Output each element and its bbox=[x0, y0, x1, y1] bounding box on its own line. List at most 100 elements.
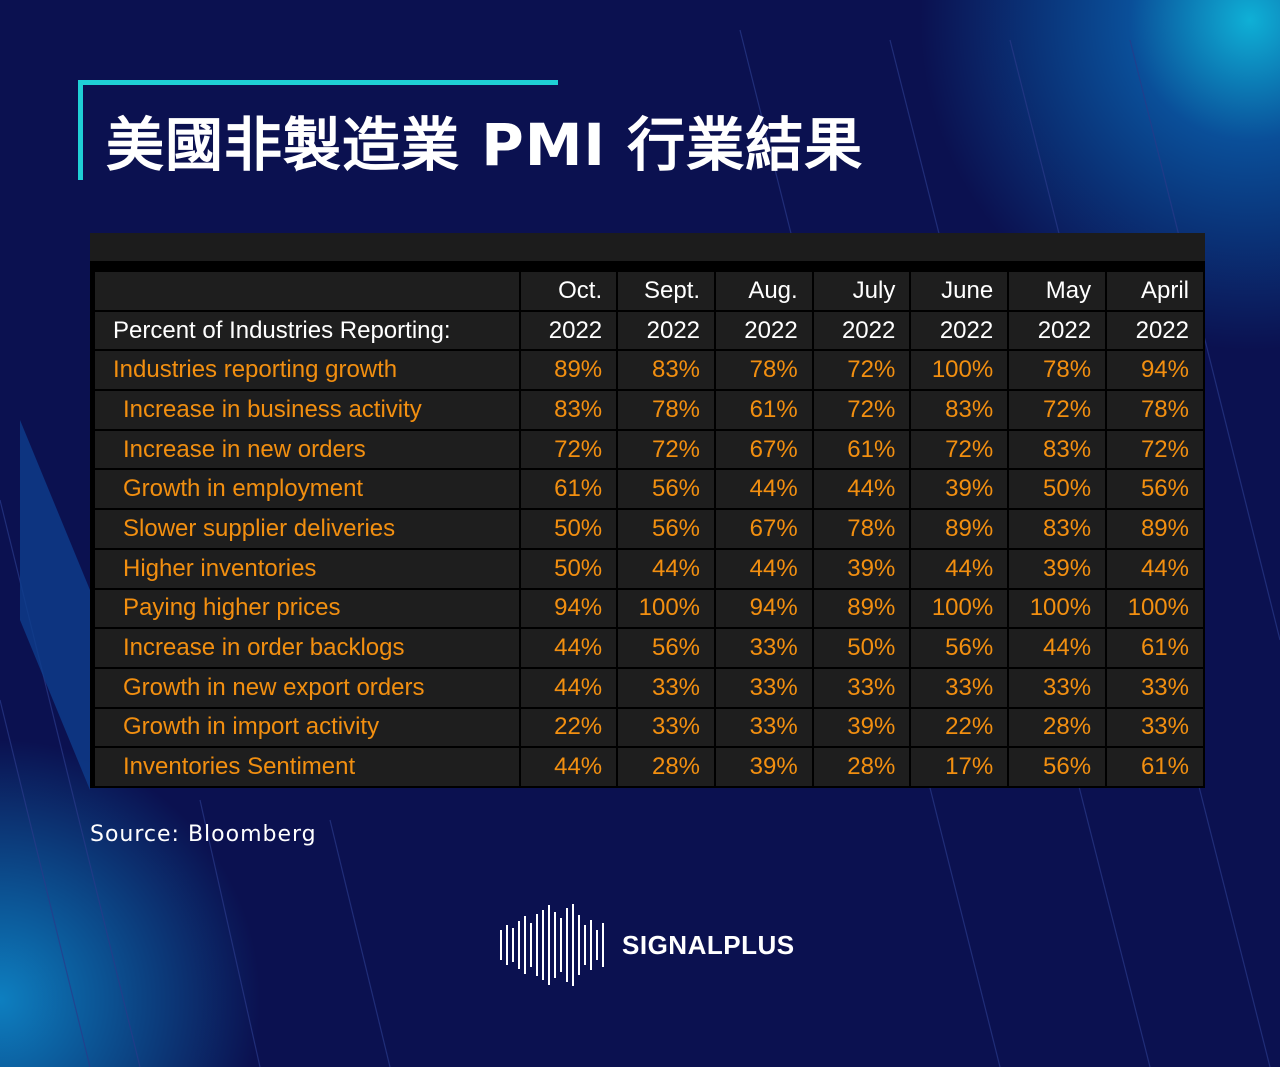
table-row: Increase in order backlogs 44% 56% 33% 50% 56… bbox=[95, 629, 1203, 667]
logo-bar bbox=[506, 925, 508, 965]
cell-value: 94% bbox=[1107, 351, 1203, 390]
row-label: Increase in new orders bbox=[95, 430, 519, 469]
cell-value: 44% bbox=[716, 470, 812, 509]
logo-bar bbox=[500, 930, 502, 960]
cell-value: 50% bbox=[520, 510, 617, 548]
logo-bar bbox=[536, 914, 538, 976]
cell-value: 83% bbox=[520, 391, 617, 429]
cell-value: 83% bbox=[911, 391, 1008, 429]
logo-bar bbox=[572, 904, 574, 986]
cell-value: 56% bbox=[1009, 748, 1106, 786]
cell-value: 100% bbox=[1107, 589, 1203, 628]
cell-value: 72% bbox=[813, 351, 910, 390]
cell-value: 56% bbox=[618, 510, 715, 548]
cell-value: 44% bbox=[1009, 629, 1106, 667]
cell-value: 22% bbox=[520, 708, 617, 747]
cell-value: 78% bbox=[813, 510, 910, 548]
cell-value: 22% bbox=[911, 708, 1008, 747]
column-header-year: 2022 bbox=[911, 311, 1008, 350]
row-label: Slower supplier deliveries bbox=[95, 510, 519, 548]
cell-value: 33% bbox=[813, 668, 910, 707]
table-row: Increase in new orders 72% 72% 67% 61% 72% 83%… bbox=[95, 430, 1203, 469]
cell-value: 28% bbox=[1009, 708, 1106, 747]
logo-bar bbox=[518, 921, 520, 969]
column-header-month: Sept. bbox=[618, 272, 715, 310]
cell-value: 56% bbox=[618, 629, 715, 667]
cell-value: 28% bbox=[618, 748, 715, 786]
column-header-month: May bbox=[1009, 272, 1106, 310]
cell-value: 100% bbox=[911, 351, 1008, 390]
column-header-month: Aug. bbox=[716, 272, 812, 310]
row-label: Paying higher prices bbox=[95, 589, 519, 628]
cell-value: 50% bbox=[813, 629, 910, 667]
cell-value: 44% bbox=[520, 668, 617, 707]
cell-value: 44% bbox=[520, 629, 617, 667]
table-row: Increase in business activity 83% 78% 61% 72… bbox=[95, 391, 1203, 429]
table-row: Higher inventories 50% 44% 44% 39% 44% 39% 44% bbox=[95, 549, 1203, 588]
row-label: Increase in business activity bbox=[95, 391, 519, 429]
cell-value: 33% bbox=[911, 668, 1008, 707]
cell-value: 44% bbox=[520, 748, 617, 786]
cell-value: 56% bbox=[618, 470, 715, 509]
column-header-year: 2022 bbox=[813, 311, 910, 350]
cell-value: 39% bbox=[813, 708, 910, 747]
cell-value: 61% bbox=[813, 430, 910, 469]
cell-value: 44% bbox=[911, 549, 1008, 588]
header-row-months: Oct. Sept. Aug. July June May April bbox=[95, 272, 1203, 310]
table-row: Industries reporting growth 89% 83% 78% 72% 1… bbox=[95, 351, 1203, 390]
column-header-month: April bbox=[1107, 272, 1203, 310]
row-label: Growth in import activity bbox=[95, 708, 519, 747]
logo-bar bbox=[578, 915, 580, 975]
cell-value: 39% bbox=[813, 549, 910, 588]
row-label: Industries reporting growth bbox=[95, 351, 519, 390]
cell-value: 33% bbox=[716, 629, 812, 667]
logo-bar bbox=[560, 918, 562, 972]
cell-value: 78% bbox=[1107, 391, 1203, 429]
cell-value: 100% bbox=[1009, 589, 1106, 628]
cell-value: 61% bbox=[1107, 629, 1203, 667]
pmi-table-panel: Oct. Sept. Aug. July June May April Percent of… bbox=[90, 233, 1205, 788]
cell-value: 39% bbox=[911, 470, 1008, 509]
cell-value: 33% bbox=[716, 708, 812, 747]
table-row: Slower supplier deliveries 50% 56% 67% 78% 89… bbox=[95, 510, 1203, 548]
logo-bar bbox=[512, 928, 514, 962]
logo-bar bbox=[530, 923, 532, 967]
row-label: Growth in new export orders bbox=[95, 668, 519, 707]
cell-value: 83% bbox=[618, 351, 715, 390]
cell-value: 33% bbox=[618, 668, 715, 707]
pmi-table: Oct. Sept. Aug. July June May April Percent of… bbox=[93, 270, 1205, 788]
cell-value: 44% bbox=[716, 549, 812, 588]
cell-value: 33% bbox=[716, 668, 812, 707]
signalplus-logo-icon bbox=[500, 904, 604, 986]
column-header-year: 2022 bbox=[520, 311, 617, 350]
cell-value: 67% bbox=[716, 430, 812, 469]
title-accent-bar bbox=[78, 80, 558, 85]
cell-value: 89% bbox=[520, 351, 617, 390]
table-row: Paying higher prices 94% 100% 94% 89% 100% 100… bbox=[95, 589, 1203, 628]
logo-bar bbox=[590, 920, 592, 970]
cell-value: 44% bbox=[1107, 549, 1203, 588]
row-label: Higher inventories bbox=[95, 549, 519, 588]
table-top-band bbox=[90, 233, 1205, 261]
logo-bar bbox=[554, 912, 556, 978]
header-row-years: Percent of Industries Reporting: 2022 2022… bbox=[95, 311, 1203, 350]
cell-value: 89% bbox=[911, 510, 1008, 548]
cell-value: 100% bbox=[911, 589, 1008, 628]
cell-value: 72% bbox=[520, 430, 617, 469]
cell-value: 50% bbox=[1009, 470, 1106, 509]
column-header-year: 2022 bbox=[1009, 311, 1106, 350]
row-label: Increase in order backlogs bbox=[95, 629, 519, 667]
table-row: Growth in import activity 22% 33% 33% 39% 22%… bbox=[95, 708, 1203, 747]
cell-value: 61% bbox=[520, 470, 617, 509]
cell-value: 72% bbox=[618, 430, 715, 469]
cell-value: 83% bbox=[1009, 510, 1106, 548]
cell-value: 78% bbox=[1009, 351, 1106, 390]
column-header-month: July bbox=[813, 272, 910, 310]
cell-value: 89% bbox=[813, 589, 910, 628]
cell-value: 89% bbox=[1107, 510, 1203, 548]
cell-value: 78% bbox=[716, 351, 812, 390]
column-header-year: 2022 bbox=[618, 311, 715, 350]
cell-value: 44% bbox=[813, 470, 910, 509]
title-accent-side bbox=[78, 80, 83, 180]
logo-bar bbox=[596, 930, 598, 960]
